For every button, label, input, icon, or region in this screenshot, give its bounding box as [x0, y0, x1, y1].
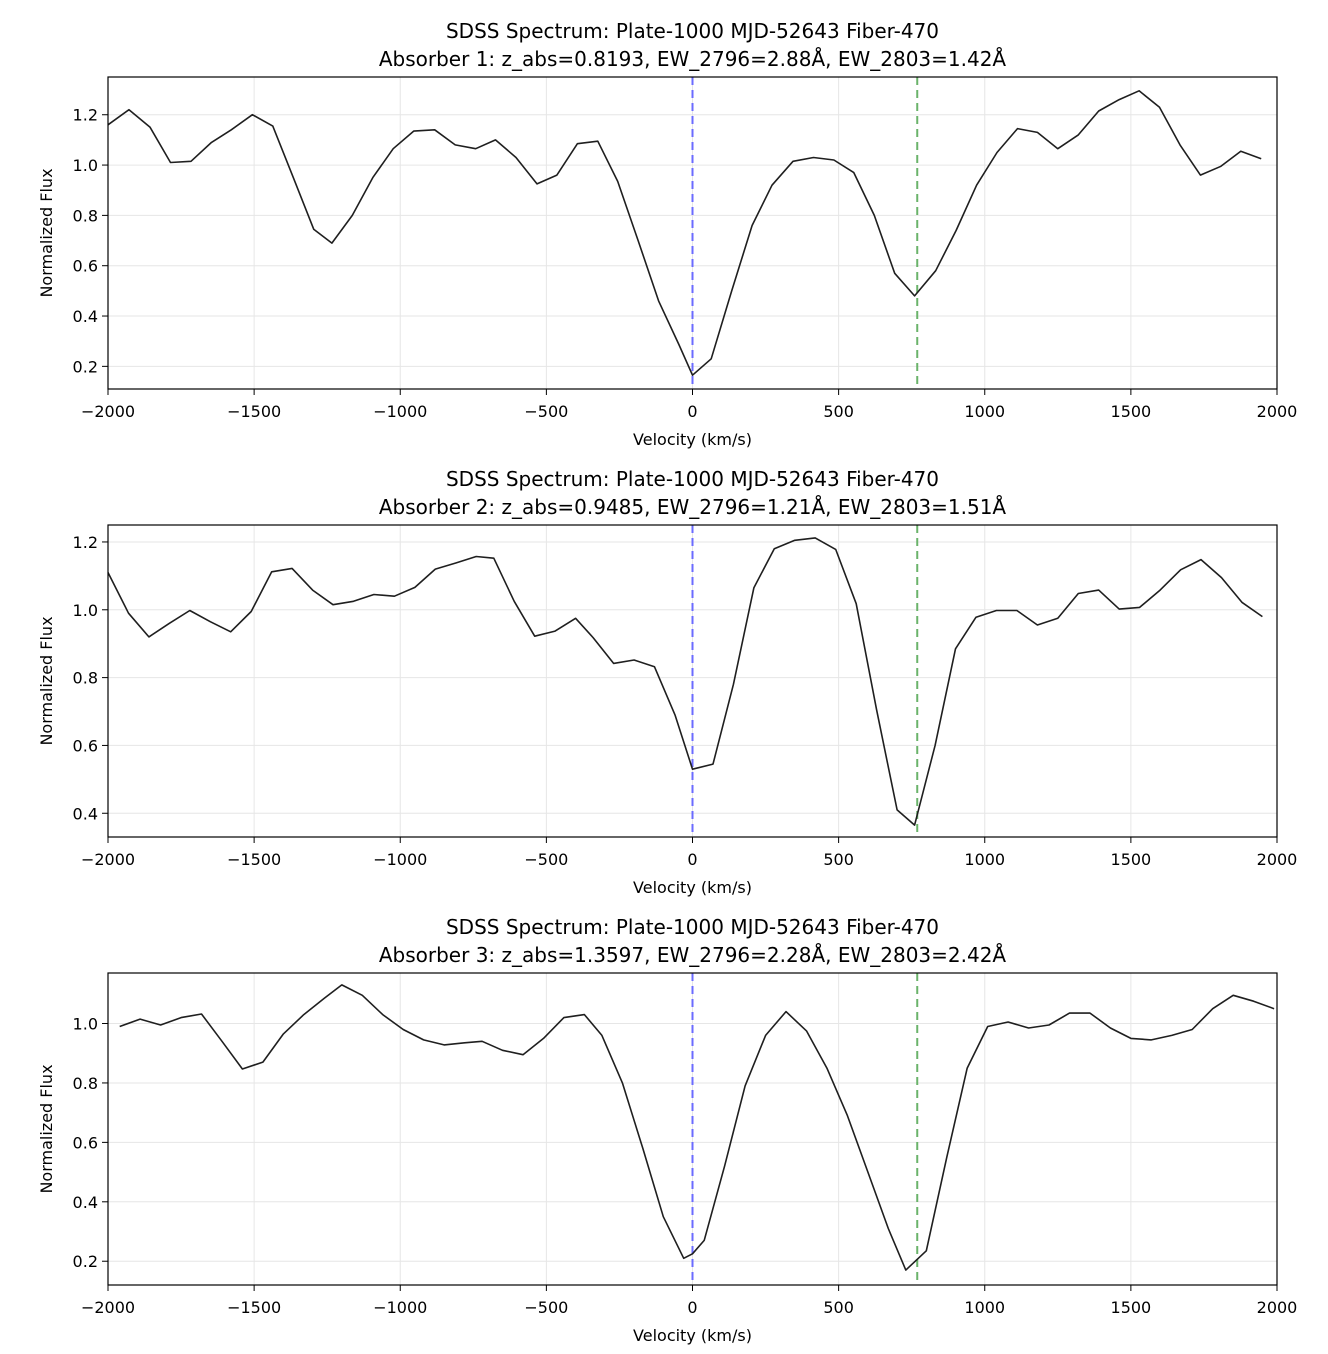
- x-tick-label: −2000: [81, 850, 135, 869]
- chart-subtitle: Absorber 1: z_abs=0.8193, EW_2796=2.88Å,…: [379, 47, 1007, 71]
- y-axis-label: Normalized Flux: [37, 616, 56, 745]
- x-tick-label: 1500: [1111, 402, 1152, 421]
- chart-title: SDSS Spectrum: Plate-1000 MJD-52643 Fibe…: [446, 19, 939, 43]
- y-tick-label: 0.8: [73, 669, 98, 688]
- x-tick-label: 1000: [964, 850, 1005, 869]
- y-axis-label: Normalized Flux: [37, 168, 56, 297]
- chart-subtitle: Absorber 3: z_abs=1.3597, EW_2796=2.28Å,…: [379, 943, 1007, 967]
- chart-subtitle: Absorber 2: z_abs=0.9485, EW_2796=1.21Å,…: [379, 495, 1007, 519]
- x-tick-label: −500: [524, 402, 568, 421]
- x-axis-label: Velocity (km/s): [633, 878, 752, 897]
- x-tick-label: −500: [524, 1298, 568, 1317]
- y-tick-label: 1.0: [73, 1015, 98, 1034]
- x-tick-label: −1000: [373, 1298, 427, 1317]
- x-tick-label: 1000: [964, 402, 1005, 421]
- x-tick-label: 0: [687, 850, 697, 869]
- flux-series-line: [119, 984, 1275, 1271]
- flux-series-line: [107, 90, 1262, 377]
- x-tick-label: −1000: [373, 402, 427, 421]
- y-tick-label: 1.0: [73, 601, 98, 620]
- y-tick-label: 0.6: [73, 1133, 98, 1152]
- x-tick-label: 500: [823, 1298, 854, 1317]
- y-tick-label: 0.2: [73, 1252, 98, 1271]
- x-tick-label: 0: [687, 1298, 697, 1317]
- x-tick-label: 500: [823, 850, 854, 869]
- y-tick-label: 0.4: [73, 804, 98, 823]
- y-tick-label: 0.2: [73, 357, 98, 376]
- flux-series-line: [107, 537, 1263, 826]
- y-tick-label: 0.6: [73, 257, 98, 276]
- x-axis-label: Velocity (km/s): [633, 1326, 752, 1345]
- chart-panel-3: SDSS Spectrum: Plate-1000 MJD-52643 Fibe…: [37, 915, 1297, 1345]
- y-tick-label: 0.4: [73, 1193, 98, 1212]
- x-axis-label: Velocity (km/s): [633, 430, 752, 449]
- y-tick-label: 0.8: [73, 206, 98, 225]
- y-tick-label: 1.2: [73, 106, 98, 125]
- chart-panel-2: SDSS Spectrum: Plate-1000 MJD-52643 Fibe…: [37, 467, 1297, 897]
- x-tick-label: −1500: [227, 1298, 281, 1317]
- y-tick-label: 0.8: [73, 1074, 98, 1093]
- y-tick-label: 1.0: [73, 156, 98, 175]
- x-tick-label: −500: [524, 850, 568, 869]
- x-tick-label: 500: [823, 402, 854, 421]
- x-tick-label: −2000: [81, 402, 135, 421]
- y-tick-label: 0.4: [73, 307, 98, 326]
- x-tick-label: −1000: [373, 850, 427, 869]
- x-tick-label: 1000: [964, 1298, 1005, 1317]
- x-tick-label: 2000: [1257, 1298, 1298, 1317]
- x-tick-label: −1500: [227, 402, 281, 421]
- chart-title: SDSS Spectrum: Plate-1000 MJD-52643 Fibe…: [446, 915, 939, 939]
- y-axis-label: Normalized Flux: [37, 1064, 56, 1193]
- x-tick-label: 1500: [1111, 850, 1152, 869]
- x-tick-label: 0: [687, 402, 697, 421]
- y-tick-label: 0.6: [73, 736, 98, 755]
- x-tick-label: 2000: [1257, 850, 1298, 869]
- y-tick-label: 1.2: [73, 533, 98, 552]
- x-tick-label: 2000: [1257, 402, 1298, 421]
- chart-panel-1: SDSS Spectrum: Plate-1000 MJD-52643 Fibe…: [37, 19, 1297, 449]
- x-tick-label: −2000: [81, 1298, 135, 1317]
- chart-title: SDSS Spectrum: Plate-1000 MJD-52643 Fibe…: [446, 467, 939, 491]
- x-tick-label: 1500: [1111, 1298, 1152, 1317]
- x-tick-label: −1500: [227, 850, 281, 869]
